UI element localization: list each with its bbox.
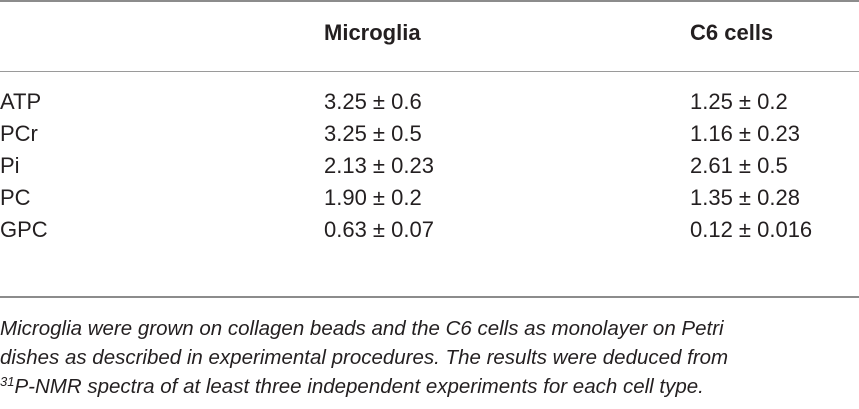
row-label: ATP xyxy=(0,89,42,114)
row-label: PC xyxy=(0,185,31,210)
row-label: PCr xyxy=(0,121,38,146)
microglia-value: 3.25 ± 0.6 xyxy=(324,89,422,114)
table-top-rule xyxy=(0,0,859,2)
microglia-value: 0.63 ± 0.07 xyxy=(324,217,434,242)
header-rule xyxy=(0,71,859,72)
isotope-superscript: 31 xyxy=(0,374,15,389)
table-row: GPC 0.63 ± 0.07 0.12 ± 0.016 xyxy=(0,214,859,246)
table-bottom-rule xyxy=(0,296,859,298)
row-label: GPC xyxy=(0,217,48,242)
c6-value: 1.35 ± 0.28 xyxy=(690,185,800,210)
footnote-line: dishes as described in experimental proc… xyxy=(0,346,729,369)
microglia-value: 2.13 ± 0.23 xyxy=(324,153,434,178)
row-label: Pi xyxy=(0,153,20,178)
table-footnote: Microglia were grown on collagen beads a… xyxy=(0,314,859,401)
c6-value: 2.61 ± 0.5 xyxy=(690,153,788,178)
microglia-value: 3.25 ± 0.5 xyxy=(324,121,422,146)
table-row: PC 1.90 ± 0.2 1.35 ± 0.28 xyxy=(0,182,859,214)
table-row: PCr 3.25 ± 0.5 1.16 ± 0.23 xyxy=(0,118,859,150)
column-header-microglia: Microglia xyxy=(324,20,421,45)
footnote-line: 31P-NMR spectra of at least three indepe… xyxy=(0,372,859,401)
table-row: ATP 3.25 ± 0.6 1.25 ± 0.2 xyxy=(0,86,859,118)
footnote-line-text: P-NMR spectra of at least three independ… xyxy=(14,375,704,398)
table-row: Pi 2.13 ± 0.23 2.61 ± 0.5 xyxy=(0,150,859,182)
c6-value: 1.25 ± 0.2 xyxy=(690,89,788,114)
footnote-line: Microglia were grown on collagen beads a… xyxy=(0,317,724,340)
microglia-value: 1.90 ± 0.2 xyxy=(324,185,422,210)
c6-value: 0.12 ± 0.016 xyxy=(690,217,813,242)
column-header-c6-cells: C6 cells xyxy=(690,20,774,45)
c6-value: 1.16 ± 0.23 xyxy=(690,121,800,146)
